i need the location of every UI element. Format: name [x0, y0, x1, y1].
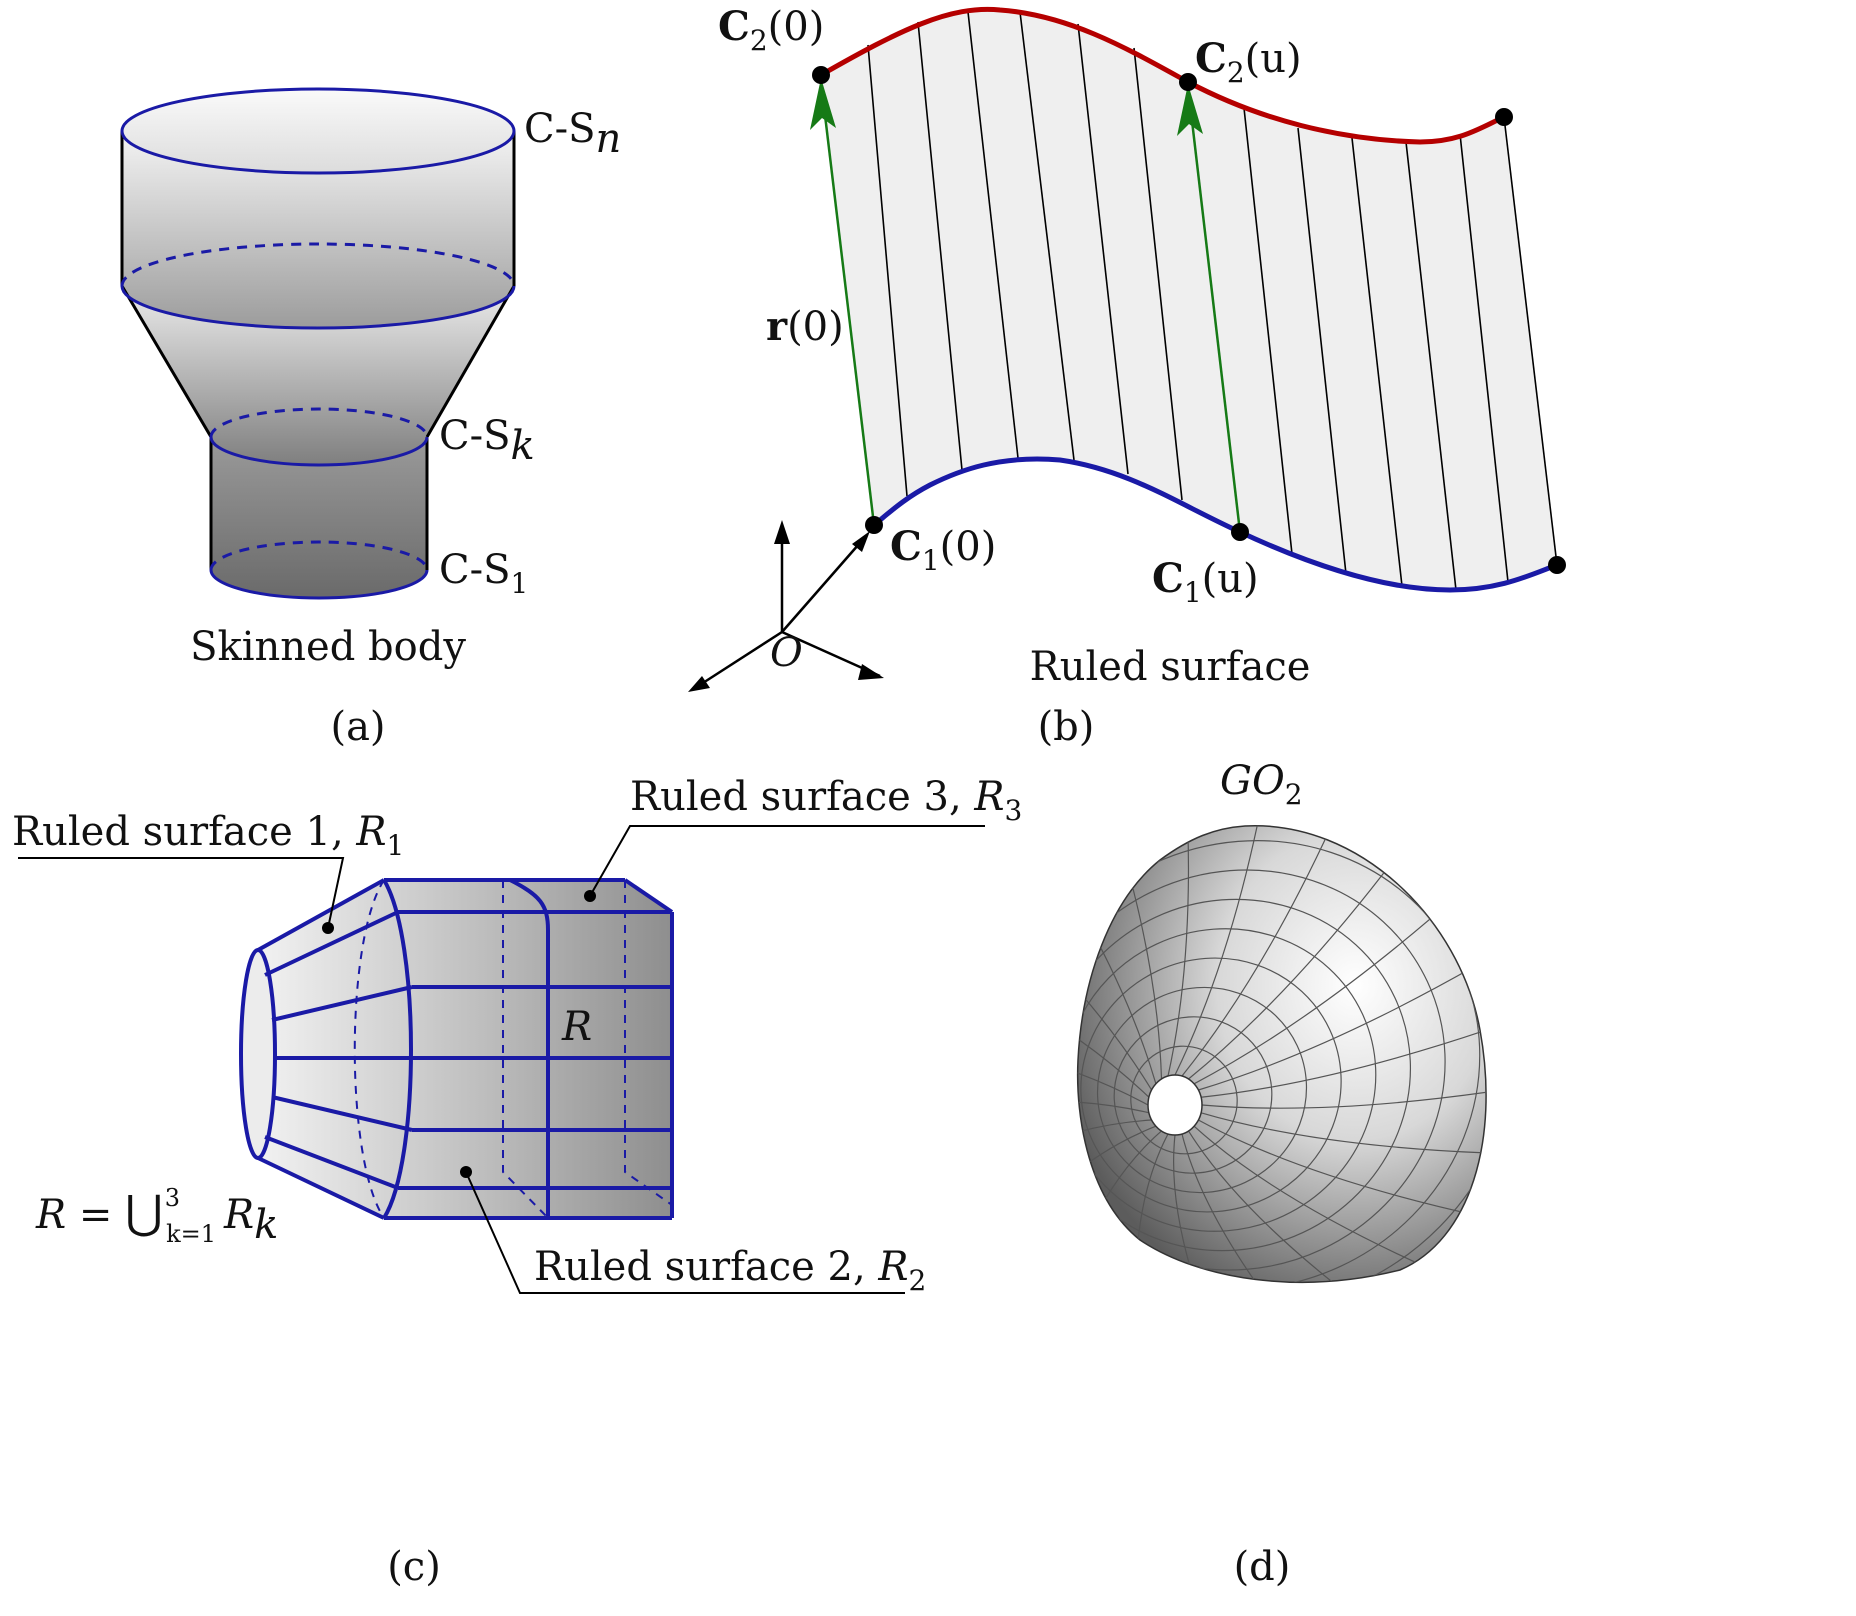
mesh-ring [1130, 1045, 1238, 1155]
curve-c2 [819, 6, 1506, 145]
mesh-meridian [1077, 1100, 1150, 1148]
skinned-body-top-cylinder [122, 131, 514, 328]
rulings [867, 11, 1558, 591]
label-c1-0: C1(0) [890, 523, 996, 577]
mesh-meridian [1198, 1119, 1487, 1261]
ruled-surface-fill [821, 9, 1557, 591]
label-ruled-surface-2: Ruled surface 2, R2 [534, 1244, 926, 1297]
mesh-meridian [1198, 825, 1487, 1091]
mesh-meridian [1200, 1112, 1487, 1156]
ruling-u [1187, 94, 1242, 533]
section-curve-1 [209, 569, 429, 600]
go2-shell [1076, 825, 1487, 1283]
point-c1-end [1548, 556, 1566, 574]
panel-a-caption: (a) [330, 704, 385, 750]
mesh-ring [1080, 957, 1342, 1213]
go2-mesh [1077, 825, 1487, 1283]
mesh-meridian [1187, 1130, 1487, 1283]
mesh-meridian [1077, 1125, 1157, 1283]
panel-d: GO2 (d) [1076, 758, 1487, 1590]
go2-hole [1147, 1074, 1203, 1136]
label-ruled-surface-3: Ruled surface 3, R3 [630, 774, 1022, 827]
label-c2-u: C2(u) [1195, 35, 1302, 89]
curve-c1 [872, 456, 1558, 593]
mesh-meridian [1173, 1134, 1296, 1283]
point-c2-end [1495, 108, 1513, 126]
union-formula: R = ⋃3 k=1 Rk [35, 1184, 278, 1248]
ruled-surface-1-inner-cap [239, 948, 277, 1160]
mesh-meridian [1159, 825, 1190, 1077]
mesh-meridian [1193, 825, 1487, 1085]
point-c2-0 [812, 66, 830, 84]
mesh-meridian [1077, 1024, 1149, 1106]
mesh-meridian [1077, 1119, 1152, 1261]
point-c2-u [1179, 73, 1197, 91]
panel-b: O C2(0) C2(u) C1(0) C1(u) r(0) Ruled sur… [688, 3, 1566, 750]
mesh-ring [1077, 869, 1446, 1271]
label-r-center: R [561, 1004, 592, 1050]
label-r0: r(0) [766, 303, 844, 350]
label-ruled-surface-1: Ruled surface 1, R1 [12, 809, 404, 862]
label-c1-u: C1(u) [1152, 555, 1259, 609]
skinned-body-bottom-cylinder [211, 437, 427, 598]
origin-label: O [770, 630, 803, 676]
panel-a-title: Skinned body [190, 624, 466, 670]
mesh-meridian [1181, 825, 1431, 1077]
section-curve-n [120, 87, 516, 175]
ruled-surface-1-lines [257, 878, 415, 1220]
mesh-meridian [1188, 825, 1487, 1080]
mesh-meridian [1077, 902, 1150, 1098]
skinned-body-top-cap [122, 89, 514, 173]
arrowhead-ruling-u [1177, 84, 1203, 136]
mesh-meridian [1201, 1024, 1487, 1109]
mesh-meridian [1193, 1125, 1487, 1283]
mesh-meridian [1077, 825, 1153, 1091]
point-c1-u [1231, 523, 1249, 541]
leader-r1 [18, 857, 345, 929]
mesh-meridian [1174, 825, 1296, 1076]
mesh-meridian [1181, 1133, 1431, 1283]
panel-c-caption: (c) [387, 1544, 441, 1590]
label-c2-0: C2(0) [718, 3, 824, 57]
assembly-fill [258, 880, 672, 1218]
leader-r2 [465, 1171, 905, 1294]
mesh-ring [1096, 986, 1308, 1194]
section-curve-k [209, 436, 429, 467]
panel-c: Ruled surface 1, R1 Ruled surface 3, R3 … [12, 774, 1022, 1590]
leader-r3 [589, 825, 985, 897]
label-cs-1: C-S1 [439, 547, 528, 600]
panel-b-caption: (b) [1038, 704, 1095, 750]
mesh-meridian [1077, 825, 1157, 1084]
mesh-meridian [1201, 902, 1487, 1098]
arrowhead-r0 [810, 78, 836, 130]
mesh-ring [1113, 1016, 1273, 1174]
ruled-surface-2-lines [384, 878, 674, 1220]
panel-d-title: GO2 [1220, 758, 1303, 811]
vector-r0 [820, 89, 876, 526]
panel-b-title: Ruled surface [1030, 644, 1311, 690]
panel-a: C-Sn C-Sk C-S1 Skinned body (a) [120, 87, 621, 750]
coordinate-axes [691, 530, 881, 692]
label-cs-n: C-Sn [524, 106, 621, 162]
mesh-ring [1077, 898, 1412, 1252]
skinned-body-cone [122, 286, 514, 465]
label-cs-k: C-Sk [439, 413, 535, 469]
point-c1-0 [865, 516, 883, 534]
panel-d-caption: (d) [1234, 1544, 1291, 1590]
